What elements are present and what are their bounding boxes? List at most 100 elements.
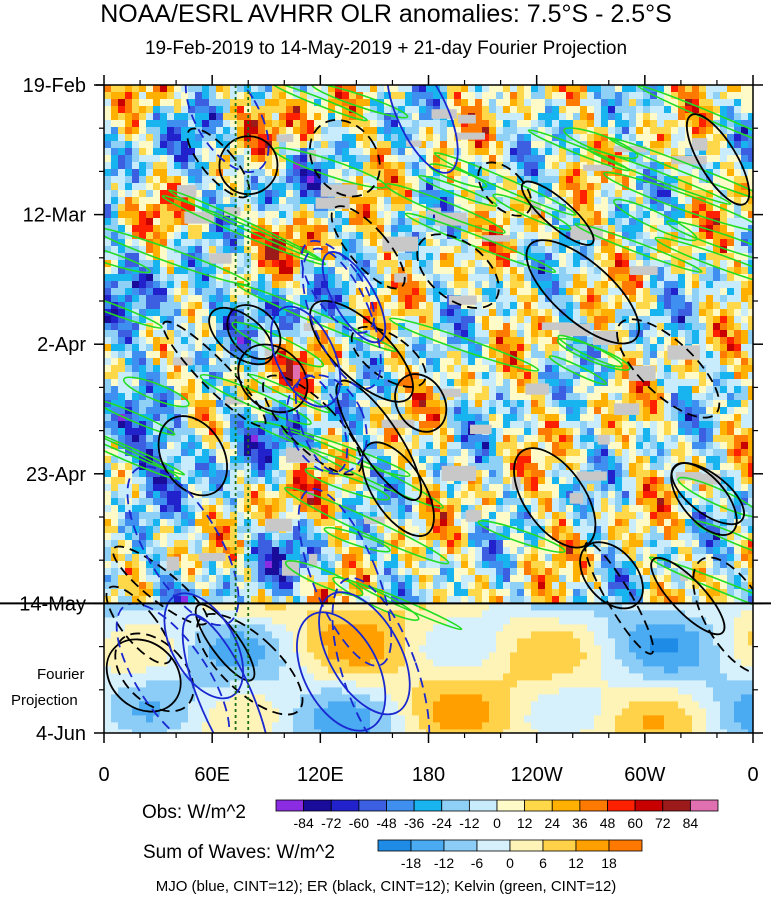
olr-cell [433, 232, 441, 240]
olr-cell [699, 183, 707, 191]
olr-cell [139, 288, 147, 296]
olr-cell [293, 113, 301, 121]
olr-cell [139, 330, 147, 338]
olr-cell [454, 344, 462, 352]
olr-cell [552, 393, 560, 401]
olr-cell [629, 183, 637, 191]
olr-cell [489, 302, 497, 310]
olr-cell [447, 204, 455, 212]
olr-cell [118, 155, 126, 163]
olr-cell [615, 421, 623, 429]
olr-cell [167, 302, 175, 310]
olr-cell [573, 267, 581, 275]
olr-cell [720, 428, 728, 436]
olr-cell [125, 372, 133, 380]
olr-cell [545, 267, 553, 275]
olr-cell [503, 407, 511, 415]
olr-cell [664, 113, 672, 121]
olr-cell [475, 106, 483, 114]
olr-cell [300, 309, 308, 317]
olr-cell [657, 183, 665, 191]
olr-cell [370, 225, 378, 233]
olr-cell [524, 421, 532, 429]
olr-cell [223, 358, 231, 366]
olr-cell [629, 99, 637, 107]
olr-cell [741, 267, 749, 275]
olr-cell [419, 344, 427, 352]
olr-cell [300, 379, 308, 387]
olr-cell [447, 99, 455, 107]
olr-cell [503, 288, 511, 296]
olr-cell [265, 323, 273, 331]
olr-cell [216, 176, 224, 184]
olr-cell [377, 127, 385, 135]
olr-cell [685, 379, 693, 387]
olr-cell [447, 274, 455, 282]
olr-cell [111, 232, 119, 240]
olr-cell [307, 379, 315, 387]
olr-cell [720, 267, 728, 275]
olr-cell [363, 120, 371, 128]
olr-cell [741, 435, 749, 443]
olr-cell [650, 113, 658, 121]
olr-cell [279, 267, 287, 275]
olr-cell [139, 183, 147, 191]
olr-cell [391, 456, 399, 464]
olr-cell [741, 288, 749, 296]
olr-cell [265, 295, 273, 303]
olr-cell [482, 204, 490, 212]
olr-cell [405, 407, 413, 415]
olr-cell [251, 246, 259, 254]
olr-cell [363, 379, 371, 387]
olr-cell [167, 421, 175, 429]
olr-cell [398, 351, 406, 359]
olr-cell [629, 85, 637, 93]
olr-cell [538, 211, 546, 219]
olr-cell [748, 400, 753, 408]
olr-cell [104, 141, 112, 149]
olr-cell [601, 295, 609, 303]
olr-cell [489, 218, 497, 226]
olr-cell [671, 295, 679, 303]
olr-cell [398, 295, 406, 303]
olr-cell [293, 197, 301, 205]
olr-cell [370, 386, 378, 394]
olr-cell [391, 442, 399, 450]
olr-cell [160, 148, 168, 156]
olr-cell [692, 148, 700, 156]
olr-cell [342, 232, 350, 240]
olr-cell [685, 330, 693, 338]
olr-cell [601, 344, 609, 352]
olr-cell [468, 120, 476, 128]
olr-cell [587, 337, 595, 345]
olr-cell [496, 106, 504, 114]
olr-cell [664, 379, 672, 387]
olr-cell [237, 365, 245, 373]
olr-cell [713, 400, 721, 408]
olr-cell [524, 148, 532, 156]
olr-cell [650, 260, 658, 268]
olr-cell [314, 85, 322, 93]
olr-cell [384, 316, 392, 324]
olr-cell [468, 218, 476, 226]
olr-cell [440, 428, 448, 436]
olr-cell [636, 400, 644, 408]
olr-cell [496, 211, 504, 219]
olr-cell [622, 365, 630, 373]
olr-cell [727, 120, 735, 128]
olr-cell [650, 99, 658, 107]
olr-cell [559, 92, 567, 100]
olr-cell [279, 197, 287, 205]
olr-cell [629, 379, 637, 387]
olr-cell [496, 337, 504, 345]
olr-cell [489, 197, 497, 205]
olr-cell [475, 190, 483, 198]
olr-cell [412, 309, 420, 317]
olr-cell [447, 449, 455, 457]
olr-cell [748, 295, 753, 303]
olr-cell [258, 281, 266, 289]
olr-cell [524, 134, 532, 142]
olr-cell [258, 169, 266, 177]
olr-cell [601, 106, 609, 114]
olr-cell [657, 106, 665, 114]
